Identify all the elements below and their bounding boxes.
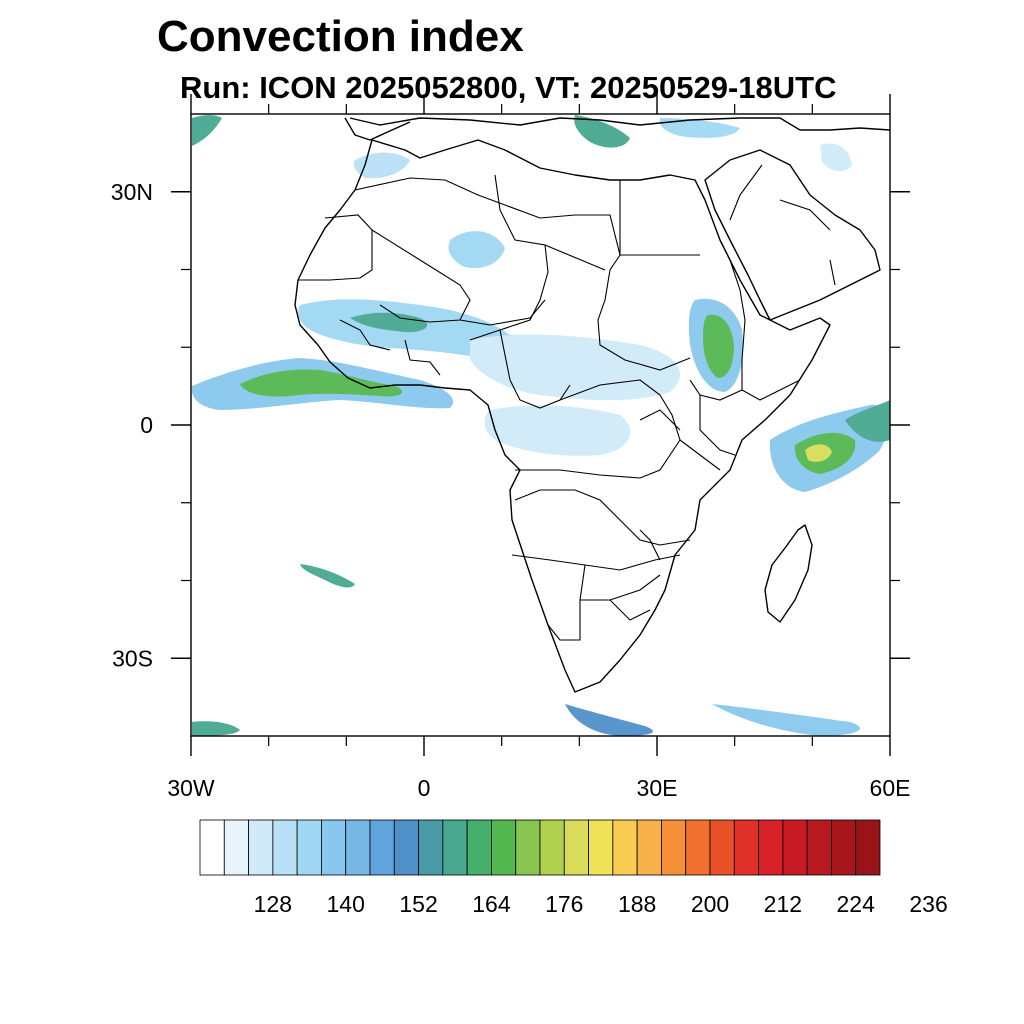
lon-tick-label: 30W — [167, 775, 215, 801]
colorbar-label: 200 — [691, 891, 729, 917]
colorbar-label: 236 — [909, 891, 947, 917]
colorbar — [199, 819, 881, 876]
colorbar-label: 212 — [764, 891, 802, 917]
colorbar-labels: 128 140 152 164 176 188 200 212 224 236 — [254, 891, 948, 917]
shading-south-indian — [712, 704, 860, 736]
coastlines — [294, 117, 891, 693]
country-borders — [298, 164, 836, 641]
colorbar-swatch — [855, 819, 881, 876]
colorbar-swatch — [345, 819, 371, 876]
lon-tick-label: 30E — [637, 775, 678, 801]
colorbar-swatch — [782, 819, 808, 876]
colorbar-label: 164 — [472, 891, 511, 917]
colorbar-swatch — [248, 819, 274, 876]
axis-ticks — [171, 94, 910, 756]
shading-congo — [484, 405, 631, 456]
colorbar-label: 176 — [545, 891, 583, 917]
colorbar-label: 188 — [618, 891, 656, 917]
colorbar-label: 128 — [254, 891, 292, 917]
colorbar-swatch — [636, 819, 662, 876]
shading-mideast — [659, 118, 740, 138]
colorbar-swatch — [539, 819, 565, 876]
lon-tick-label: 60E — [870, 775, 911, 801]
shading-atlantic-core — [240, 369, 403, 397]
colorbar-swatch — [393, 819, 419, 876]
colorbar-swatch — [563, 819, 589, 876]
colorbar-swatch — [515, 819, 541, 876]
colorbar-swatch — [831, 819, 857, 876]
colorbar-swatch — [369, 819, 395, 876]
iberia — [344, 117, 411, 141]
colorbar-swatch — [321, 819, 347, 876]
arabian-peninsula — [704, 149, 881, 321]
colorbar-swatch — [442, 819, 468, 876]
shading-south-tip — [565, 704, 653, 736]
shading-mediterranean — [574, 115, 630, 148]
shading-west-africa-core — [350, 312, 428, 333]
shading-indian-ocean-peak — [805, 444, 832, 462]
shading-sahara — [448, 231, 505, 269]
colorbar-swatch — [223, 819, 249, 876]
colorbar-swatch — [733, 819, 759, 876]
colorbar-swatch — [758, 819, 784, 876]
shading-south-atlantic — [300, 564, 355, 588]
shading-east-indian — [845, 400, 890, 442]
colorbar-swatch — [466, 819, 492, 876]
madagascar — [764, 524, 813, 623]
shading-nw-corner — [192, 115, 222, 146]
colorbar-swatch — [588, 819, 614, 876]
europe-coast — [349, 117, 891, 131]
colorbar-swatch — [418, 819, 444, 876]
lat-tick-label: 0 — [140, 412, 153, 438]
shading-north-africa — [353, 152, 410, 179]
colorbar-swatch — [806, 819, 832, 876]
chart-subtitle: Run: ICON 2025052800, VT: 20250529-18UTC — [180, 70, 837, 105]
colorbar-swatch — [296, 819, 322, 876]
colorbar-swatch — [685, 819, 711, 876]
colorbar-label: 140 — [327, 891, 365, 917]
colorbar-swatch — [272, 819, 298, 876]
colorbar-swatch — [661, 819, 687, 876]
shading-ethiopia-core — [703, 314, 734, 378]
colorbar-label: 152 — [399, 891, 437, 917]
lat-tick-label: 30N — [111, 179, 153, 205]
lat-tick-label: 30S — [112, 645, 153, 671]
colorbar-swatch — [199, 819, 225, 876]
colorbar-label: 224 — [837, 891, 876, 917]
shading-central-africa — [470, 334, 680, 401]
shading-arabia — [820, 143, 852, 172]
convection-shading — [191, 115, 890, 736]
colorbar-swatch — [491, 819, 517, 876]
shading-sw-corner — [192, 721, 240, 736]
lon-tick-label: 0 — [418, 775, 431, 801]
chart-title: Convection index — [157, 12, 524, 61]
axis-tick-labels: 30W 0 30E 60E 30N 0 30S — [111, 179, 911, 801]
colorbar-swatch — [612, 819, 638, 876]
colorbar-swatch — [709, 819, 735, 876]
africa-coastline — [294, 139, 831, 693]
